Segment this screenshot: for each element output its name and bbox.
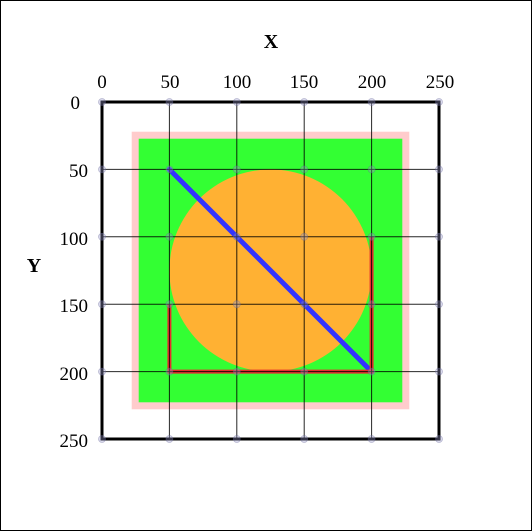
x-tick-label: 200 — [358, 72, 387, 93]
grid-marker — [232, 98, 241, 106]
grid-marker — [300, 165, 309, 174]
x-tick-label: 50 — [161, 72, 180, 93]
grid-marker — [232, 367, 241, 376]
grid-marker — [98, 300, 106, 309]
grid-marker — [232, 435, 241, 443]
grid-marker — [367, 435, 376, 443]
grid-marker — [367, 367, 376, 376]
grid-marker — [98, 435, 106, 443]
x-tick-label: 100 — [223, 72, 252, 93]
grid-marker — [300, 98, 309, 106]
grid-marker — [98, 232, 106, 241]
grid-marker — [300, 300, 309, 309]
x-tick-label: 150 — [290, 72, 319, 93]
grid-marker — [165, 165, 174, 174]
grid-marker — [435, 232, 443, 241]
plot-border — [100, 100, 441, 441]
grid-marker — [232, 232, 241, 241]
x-tick-label: 0 — [97, 72, 107, 93]
grid-marker — [165, 367, 174, 376]
shape-layer — [131, 131, 410, 410]
grid-marker — [300, 367, 309, 376]
grid-marker — [435, 435, 443, 443]
grid-marker — [165, 435, 174, 443]
grid-marker — [98, 165, 106, 174]
y-tick-label: 50 — [69, 161, 88, 182]
grid-marker — [435, 98, 443, 106]
x-axis-title: X — [264, 31, 279, 53]
grid-marker — [165, 98, 174, 106]
grid-marker — [367, 165, 376, 174]
y-axis-title: Y — [27, 255, 42, 277]
grid-marker — [300, 232, 309, 241]
grid-marker — [300, 435, 309, 443]
grid-marker — [435, 367, 443, 376]
grid-marker — [367, 98, 376, 106]
grid-marker — [435, 165, 443, 174]
grid-marker — [435, 300, 443, 309]
y-tick-label: 150 — [60, 296, 89, 317]
y-tick-label: 0 — [71, 93, 81, 114]
y-tick-label: 100 — [60, 229, 89, 250]
x-tick-label: 250 — [426, 72, 455, 93]
grid-marker — [165, 300, 174, 309]
grid-marker — [165, 232, 174, 241]
grid-markers — [98, 98, 443, 443]
y-tick-label: 200 — [60, 364, 89, 385]
grid-marker — [98, 367, 106, 376]
grid-marker — [232, 300, 241, 309]
grid-marker — [232, 165, 241, 174]
grid-marker — [367, 300, 376, 309]
grid-marker — [98, 98, 106, 106]
y-tick-label: 250 — [60, 431, 89, 452]
blue-diagonal-line — [166, 166, 375, 375]
grid-marker — [367, 232, 376, 241]
